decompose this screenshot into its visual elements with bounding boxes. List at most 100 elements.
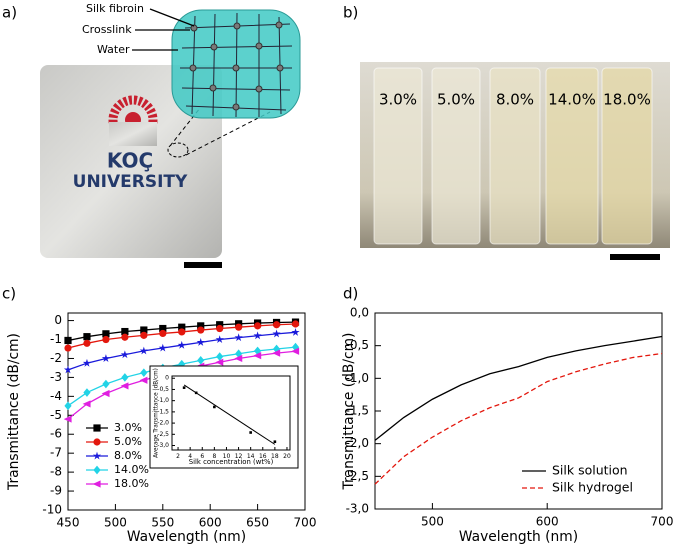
marker [82,358,92,367]
marker [177,340,186,349]
y-tick-label: -0,5 [157,386,169,393]
marker [291,347,300,355]
y-tick-label: -8 [50,465,62,479]
annotation: Crosslink [82,23,132,36]
y-axis-title: Average Transmittance (dB/cm) [154,368,160,458]
point [273,440,277,444]
x-tick-label: 700 [651,515,674,529]
legend-label: 18.0% [114,477,149,490]
point [213,405,216,409]
x-tick-label: 10 [223,453,231,460]
legend-label: 3.0% [114,421,142,434]
logo-text: UNIVERSITY [73,172,188,192]
vial-label: 18.0% [603,91,651,109]
marker [140,368,148,377]
y-tick-label: -3,0 [157,442,169,449]
y-tick-label: -2,5 [157,431,169,438]
marker [82,400,91,408]
marker [234,333,243,342]
marker [121,333,129,341]
marker [102,379,110,389]
vial-label: 5.0% [437,91,475,109]
y-tick-label: -1,0 [346,371,369,385]
x-tick-label: 20 [283,453,291,460]
marker [216,352,224,361]
fit-line [183,384,276,445]
zoom-circle [167,142,189,158]
marker [216,321,224,329]
y-tick-label: -3,0 [346,502,369,516]
panel-label: c) [2,285,16,303]
x-axis-title: Silk concentration (wt%) [189,458,274,466]
y-axis-title: Transmittance (dB/cm) [341,333,357,491]
marker [216,324,224,333]
vials [373,67,653,245]
legend-label: 8.0% [114,449,142,462]
marker [234,354,243,363]
marker [83,388,91,397]
plot-frame [67,312,306,511]
marker [121,327,129,336]
legend-label: Silk solution [552,463,628,478]
legend-label: 14.0% [114,463,149,476]
marker [178,323,186,331]
vial-label: 3.0% [379,91,417,109]
zoom-line [169,107,201,147]
point [182,386,186,389]
annotation: Silk fibroin [86,2,144,15]
marker [253,331,262,340]
x-tick-label: 650 [246,516,269,530]
marker [101,354,111,362]
legend-marker [93,424,101,432]
vial-label: 14.0% [548,91,596,109]
y-tick-label: -6 [50,427,62,441]
marker [102,335,110,344]
annotation: Water [97,43,130,56]
photo-a: KOÇ UNIVERSITY Silk fibroin Crosslink Wa… [40,2,301,268]
y-tick-label: -5 [50,408,62,422]
marker [158,343,167,352]
panel-label: a) [2,4,17,22]
x-tick-label: 600 [536,515,559,529]
y-tick-label: -1,0 [157,397,169,404]
scale-bar [184,262,222,268]
marker [253,352,262,360]
marker [272,329,281,338]
marker [120,382,129,390]
marker [83,333,91,341]
marker [121,373,129,382]
marker [83,339,91,347]
point [249,431,252,434]
marker [291,320,300,328]
point [194,391,198,395]
y-tick-label: -7 [50,446,62,460]
marker [215,358,224,366]
x-tick-label: 500 [104,516,127,530]
marker [140,331,148,339]
y-tick-label: -4 [50,389,62,403]
x-tick-label: 700 [294,516,317,530]
marker [254,322,262,330]
marker [291,328,300,336]
y-tick-label: -1 [50,332,62,346]
y-tick-label: -2,0 [157,420,169,427]
x-tick-label: 16 [259,453,267,460]
legend-marker [93,465,101,475]
legend-marker [92,451,102,460]
x-tick-label: 450 [57,516,80,530]
marker [159,329,167,338]
y-tick-label: -1,5 [346,404,369,418]
logo-text: KOÇ [107,149,153,173]
marker [63,365,73,374]
marker [291,342,300,352]
marker [63,415,72,423]
marker [159,324,167,333]
logo [108,95,158,146]
x-axis-title: Wavelength (nm) [127,529,246,545]
photo-b: 3.0% 5.0% 8.0% 14.0% 18.0% [360,62,670,260]
x-tick-label: 550 [151,516,174,530]
hydrogel [40,65,222,258]
legend-label: 5.0% [114,435,142,448]
marker [120,350,129,359]
